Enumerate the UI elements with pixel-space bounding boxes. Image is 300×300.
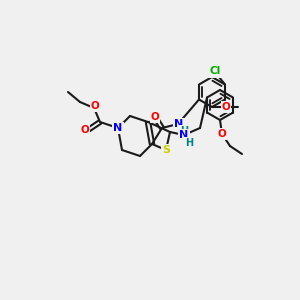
Text: H: H (180, 126, 188, 136)
Text: O: O (91, 101, 99, 111)
Text: O: O (218, 129, 226, 139)
Text: H: H (185, 138, 193, 148)
Text: O: O (222, 102, 230, 112)
Text: O: O (151, 112, 159, 122)
Text: N: N (179, 130, 189, 140)
Text: Cl: Cl (209, 67, 220, 76)
Text: S: S (162, 145, 170, 155)
Text: N: N (113, 123, 123, 133)
Text: N: N (174, 119, 184, 129)
Text: O: O (81, 125, 89, 135)
